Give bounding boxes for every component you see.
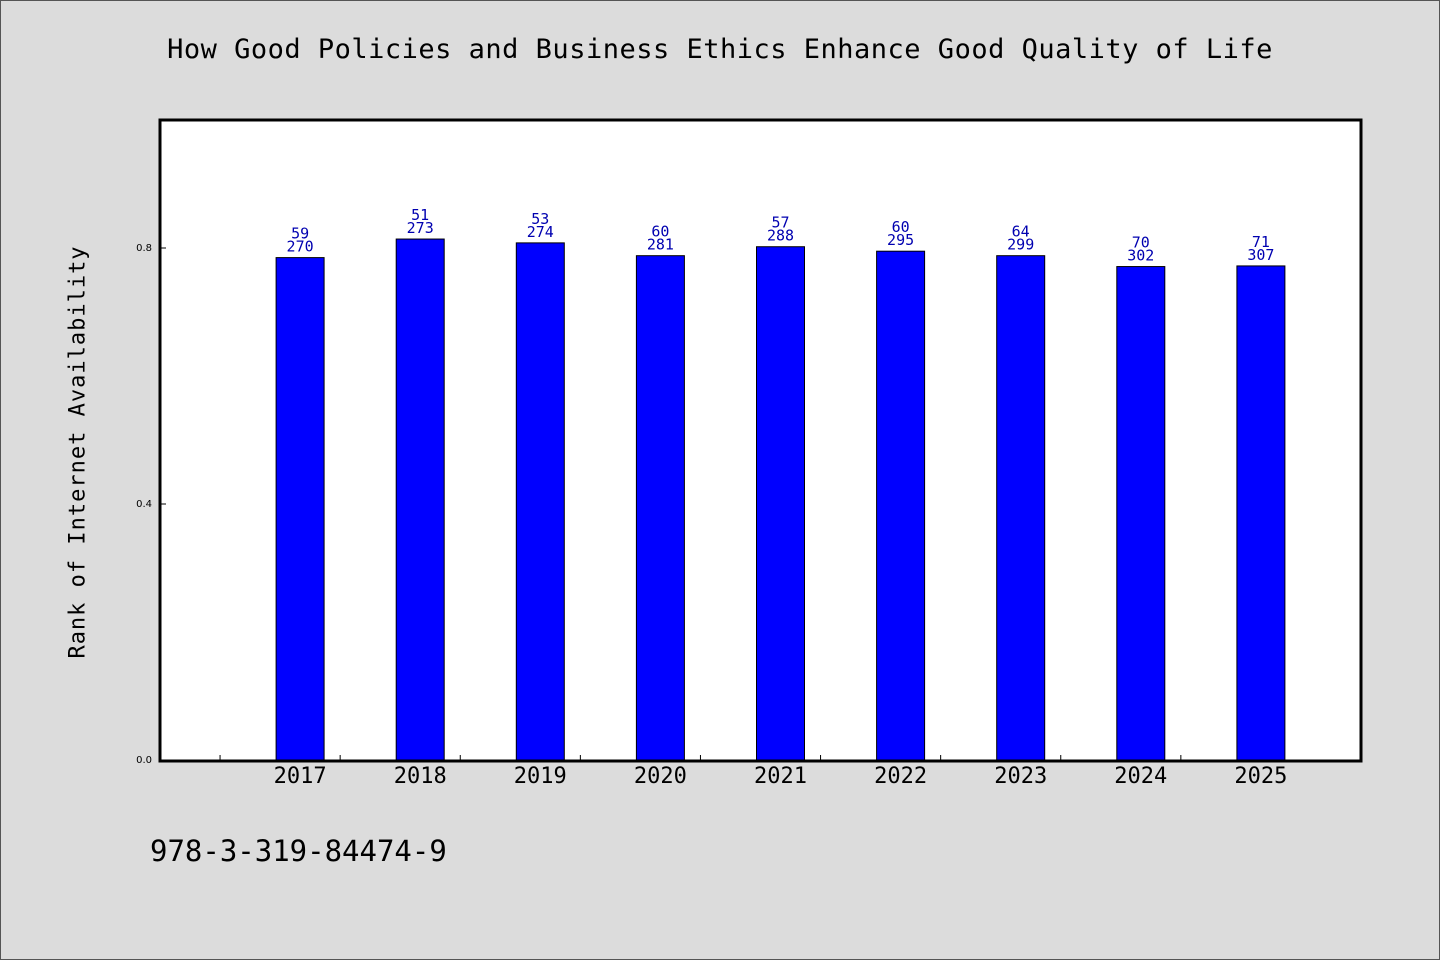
x-tick-label-2021: 2021	[754, 764, 807, 789]
bar-2019	[515, 242, 565, 761]
bar-2024	[1116, 266, 1166, 761]
data-label-top-2018: 51	[411, 206, 429, 224]
data-label-bottom-2024: 302	[1127, 247, 1154, 265]
chart-title: How Good Policies and Business Ethics En…	[167, 34, 1273, 65]
y-tick-label-2: 0.8	[136, 243, 152, 254]
bar-2017	[275, 257, 325, 761]
data-label-top-2019: 53	[531, 210, 549, 228]
x-tick-label-2023: 2023	[994, 764, 1047, 789]
data-label-top-2024: 70	[1132, 234, 1150, 252]
bar-2023	[996, 255, 1046, 761]
data-label-bottom-2023: 299	[1007, 236, 1034, 254]
y-tick-label-1: 0.4	[136, 499, 152, 510]
x-tick-label-2022: 2022	[874, 764, 927, 789]
x-tick-label-2019: 2019	[514, 764, 567, 789]
data-label-bottom-2017: 270	[287, 238, 314, 256]
bar-2025	[1236, 265, 1286, 761]
data-label-top-2025: 71	[1252, 233, 1270, 251]
x-tick-label-2017: 2017	[274, 764, 327, 789]
y-tick-label-0: 0.0	[136, 755, 152, 766]
bar-2021	[756, 246, 805, 761]
data-label-top-2017: 59	[291, 225, 309, 243]
data-label-bottom-2022: 295	[887, 231, 914, 249]
bar-2020	[635, 255, 685, 761]
data-label-top-2021: 57	[771, 214, 789, 232]
bar-2022	[876, 250, 926, 761]
bars-group	[275, 238, 1286, 761]
bar-2018	[395, 238, 445, 761]
plot-border	[158, 118, 1363, 763]
x-tick-label-2024: 2024	[1114, 764, 1167, 789]
data-label-bottom-2019: 274	[527, 223, 554, 241]
data-label-bottom-2018: 273	[407, 219, 434, 237]
x-tick-label-2018: 2018	[394, 764, 447, 789]
x-tick-label-2020: 2020	[634, 764, 687, 789]
x-tick-label-2025: 2025	[1234, 764, 1287, 789]
data-label-bottom-2025: 307	[1247, 246, 1274, 264]
data-label-bottom-2020: 281	[647, 236, 674, 254]
footer-isbn: 978-3-319-84474-9	[150, 834, 447, 868]
data-label-bottom-2021: 288	[767, 227, 794, 245]
data-label-top-2023: 64	[1012, 223, 1030, 241]
data-label-top-2022: 60	[892, 218, 910, 236]
data-label-top-2020: 60	[651, 223, 669, 241]
data-labels-group: 2017270592018273512019274532020281602021…	[274, 206, 1288, 789]
